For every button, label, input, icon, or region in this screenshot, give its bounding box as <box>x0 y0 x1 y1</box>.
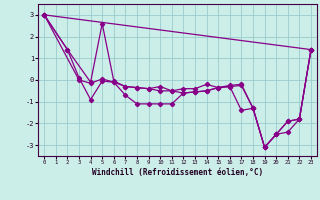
X-axis label: Windchill (Refroidissement éolien,°C): Windchill (Refroidissement éolien,°C) <box>92 168 263 177</box>
